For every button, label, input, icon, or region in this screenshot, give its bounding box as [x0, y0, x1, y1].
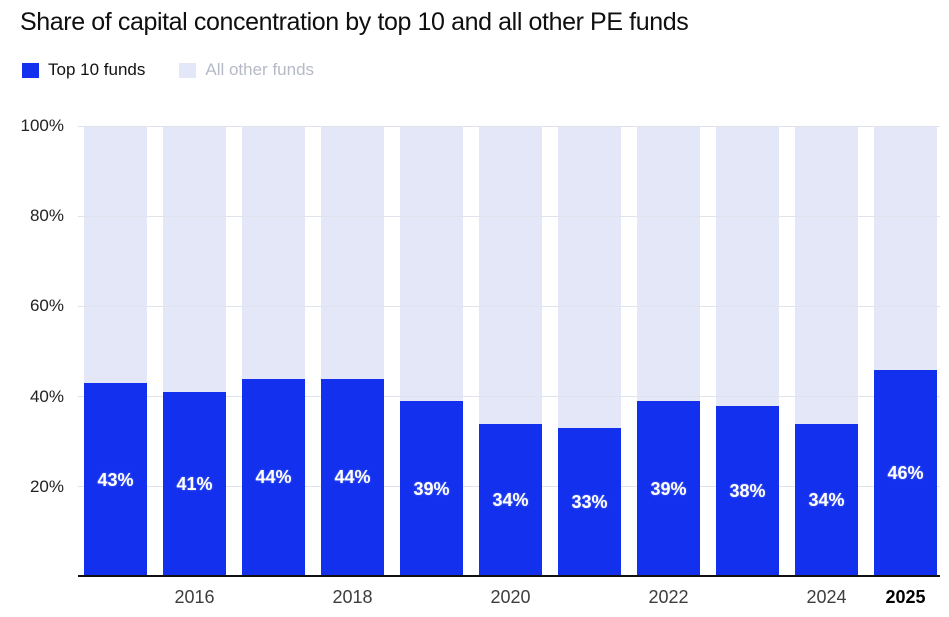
bar-value-label: 34% [808, 489, 845, 510]
legend-item-all-other-funds[interactable]: All other funds [179, 60, 314, 80]
bar-value-label: 38% [729, 480, 766, 501]
gridline-40 [78, 396, 940, 398]
bar-2018[interactable]: 44% [321, 126, 384, 577]
legend-swatch-top10-icon [22, 62, 39, 78]
bar-segment-top10: 39% [637, 401, 700, 577]
bar-value-label: 44% [334, 467, 371, 488]
bar-segment-top10: 38% [716, 405, 779, 577]
bar-2024[interactable]: 34% [795, 126, 858, 577]
bar-segment-others [479, 126, 542, 424]
x-axis-label-2022: 2022 [648, 587, 689, 607]
x-axis-label-2020: 2020 [490, 587, 531, 607]
bar-2025[interactable]: 46% [874, 126, 937, 577]
y-axis-label-40: 40% [29, 386, 64, 406]
bar-value-label: 44% [255, 467, 292, 488]
bar-segment-top10: 44% [321, 378, 384, 577]
legend: Top 10 funds All other funds [22, 60, 314, 80]
bar-segment-top10: 46% [874, 369, 937, 577]
bar-segment-others [163, 126, 226, 393]
y-axis-label-80: 80% [29, 206, 64, 226]
legend-label-others: All other funds [205, 60, 315, 79]
y-axis-label-60: 60% [29, 296, 64, 316]
x-axis-label-2016: 2016 [174, 587, 215, 607]
bar-2022[interactable]: 39% [637, 126, 700, 577]
bar-value-label: 39% [413, 478, 450, 499]
gridline-100 [78, 125, 940, 127]
bar-2021[interactable]: 33% [558, 126, 621, 577]
chart-title: Share of capital concentration by top 10… [20, 8, 689, 36]
bar-segment-top10: 44% [242, 378, 305, 577]
bar-2019[interactable]: 39% [400, 126, 463, 577]
bar-segment-others [242, 126, 305, 379]
bar-segment-top10: 39% [400, 401, 463, 577]
bar-segment-others [637, 126, 700, 402]
legend-swatch-others-icon [179, 62, 197, 78]
legend-label-top10: Top 10 funds [48, 60, 146, 79]
y-axis-label-20: 20% [29, 476, 64, 496]
bar-2020[interactable]: 34% [479, 126, 542, 577]
bar-value-label: 43% [97, 469, 134, 490]
x-axis-label-2025: 2025 [885, 587, 926, 607]
bar-segment-top10: 34% [479, 423, 542, 577]
bar-segment-others [321, 126, 384, 379]
bar-segment-others [558, 126, 621, 429]
bar-value-label: 41% [176, 474, 213, 495]
bar-segment-top10: 41% [163, 392, 226, 577]
bar-segment-others [400, 126, 463, 402]
bar-segment-others [84, 126, 147, 384]
bar-2017[interactable]: 44% [242, 126, 305, 577]
x-axis-label-2018: 2018 [332, 587, 373, 607]
bar-segment-top10: 43% [84, 383, 147, 577]
bar-segment-top10: 33% [558, 428, 621, 577]
plot-area: 43% 41% 44% 44% 39% 34% 33% 39% 38% 34% 46% [78, 125, 940, 577]
gridline-60 [78, 305, 940, 307]
x-axis-line [78, 575, 940, 577]
gridline-80 [78, 215, 940, 217]
bar-2023[interactable]: 38% [716, 126, 779, 577]
bar-value-label: 33% [571, 492, 608, 513]
bar-2015[interactable]: 43% [84, 126, 147, 577]
bar-2016[interactable]: 41% [163, 126, 226, 577]
bar-segment-others [874, 126, 937, 370]
bar-segment-others [716, 126, 779, 406]
x-axis-label-2024: 2024 [806, 587, 847, 607]
bar-value-label: 46% [887, 462, 924, 483]
bar-value-label: 39% [650, 478, 687, 499]
legend-item-top10-funds[interactable]: Top 10 funds [22, 60, 145, 80]
bar-value-label: 34% [492, 489, 529, 510]
bar-segment-top10: 34% [795, 423, 858, 577]
y-axis-label-100: 100% [20, 116, 64, 135]
bar-segment-others [795, 126, 858, 424]
